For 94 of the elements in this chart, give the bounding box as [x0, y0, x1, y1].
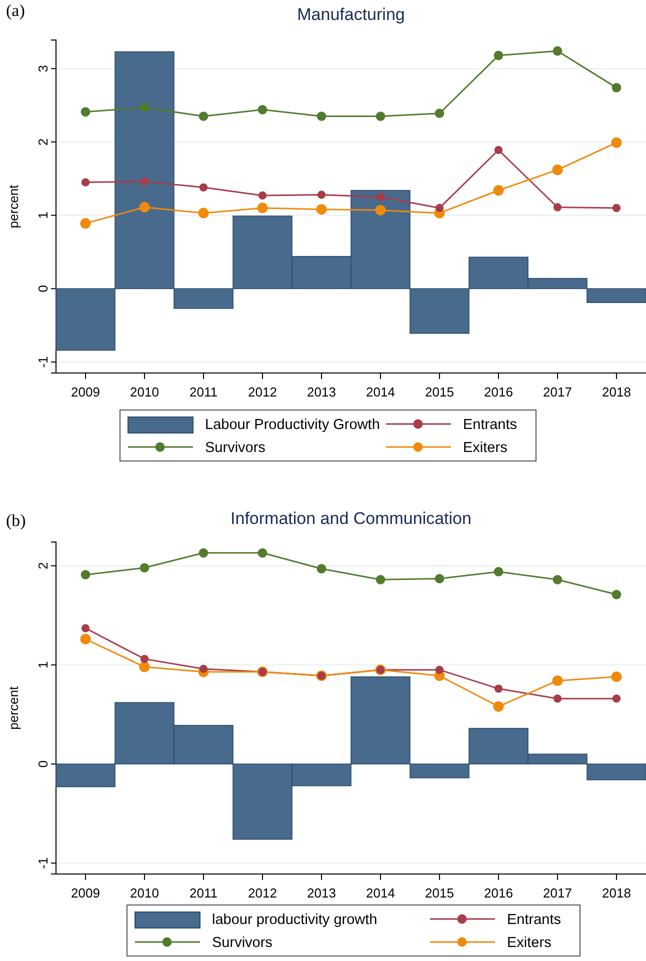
x-tick-label: 2017 — [543, 885, 572, 900]
point — [493, 701, 504, 712]
point — [316, 564, 326, 574]
y-tick-label: -1 — [36, 857, 51, 869]
legend-label: labour productivity growth — [212, 912, 378, 928]
point — [317, 190, 326, 199]
y-tick-label: 1 — [36, 661, 51, 669]
y-tick-label: 0 — [36, 285, 51, 292]
x-tick-label: 2015 — [425, 384, 454, 400]
x-tick-label: 2011 — [190, 384, 218, 400]
chart-title: Information and Communication — [230, 509, 472, 528]
chart-title: Manufacturing — [297, 5, 405, 24]
x-tick-label: 2013 — [307, 885, 336, 900]
y-tick-label: 3 — [36, 64, 51, 72]
legend-label: Labour Productivity Growth — [205, 417, 380, 434]
point — [140, 102, 150, 112]
point — [316, 112, 326, 121]
point — [199, 183, 208, 192]
x-tick-label: 2011 — [190, 885, 218, 900]
x-tick-label: 2012 — [248, 384, 277, 400]
x-tick-label: 2010 — [130, 384, 159, 400]
text: (b) — [6, 511, 26, 530]
y-tick-label: 2 — [36, 138, 51, 146]
point — [611, 137, 622, 148]
legend-label: Survivors — [212, 935, 272, 952]
y-tick-label: 1 — [36, 212, 51, 219]
x-tick-label: 2013 — [307, 384, 336, 400]
legend-label: Survivors — [205, 440, 266, 456]
point — [494, 684, 503, 693]
point — [198, 208, 209, 218]
point — [375, 204, 386, 216]
point — [552, 675, 563, 686]
point — [316, 204, 327, 215]
point — [257, 202, 268, 214]
legend-label: Exiters — [463, 440, 508, 456]
x-tick-label: 2012 — [248, 885, 277, 900]
point — [434, 574, 444, 584]
y-tick-label: 2 — [36, 562, 51, 570]
point — [80, 218, 91, 229]
point — [139, 662, 150, 672]
point — [139, 202, 150, 213]
y-tick-label: -1 — [36, 356, 51, 368]
point — [198, 548, 208, 558]
x-tick-label: 2018 — [602, 384, 631, 400]
point — [198, 112, 208, 121]
point — [376, 192, 385, 202]
point — [199, 664, 208, 673]
y-axis-title: percent — [6, 184, 21, 228]
point — [494, 50, 504, 60]
point — [258, 191, 267, 200]
x-tick-label: 2016 — [484, 885, 513, 900]
point — [376, 574, 386, 584]
y-tick-label: 0 — [36, 760, 51, 768]
x-tick-label: 2016 — [484, 384, 513, 400]
point — [552, 574, 562, 584]
point — [612, 694, 621, 703]
x-tick-label: 2017 — [543, 384, 572, 400]
point — [552, 164, 563, 176]
point — [435, 666, 444, 674]
point — [435, 204, 444, 212]
point — [81, 178, 90, 186]
point — [553, 694, 562, 703]
x-tick-label: 2009 — [71, 885, 100, 900]
point — [552, 46, 562, 56]
point — [493, 185, 504, 196]
legend-label: Entrants — [463, 417, 517, 434]
point — [612, 204, 621, 212]
x-tick-label: 2010 — [130, 885, 159, 900]
x-tick-label: 2014 — [366, 384, 395, 400]
point — [80, 634, 91, 644]
point — [434, 108, 444, 118]
point — [611, 671, 622, 682]
point — [553, 203, 562, 212]
point — [612, 82, 622, 92]
x-tick-label: 2015 — [425, 885, 454, 900]
x-tick-label: 2018 — [602, 885, 631, 900]
point — [258, 104, 268, 114]
legend-label: Exiters — [507, 935, 552, 952]
x-tick-label: 2009 — [71, 384, 100, 400]
point — [494, 567, 504, 576]
point — [140, 177, 149, 186]
point — [494, 146, 503, 154]
point — [140, 654, 149, 664]
point — [612, 590, 622, 600]
legend-label: Entrants — [507, 912, 561, 928]
point — [376, 112, 386, 121]
point — [80, 107, 90, 117]
x-tick-label: 2014 — [366, 885, 395, 900]
point — [140, 563, 150, 572]
text: (a) — [6, 1, 25, 20]
y-axis-title: percent — [6, 686, 21, 730]
point — [80, 570, 90, 580]
point — [258, 548, 268, 558]
point — [81, 624, 90, 632]
